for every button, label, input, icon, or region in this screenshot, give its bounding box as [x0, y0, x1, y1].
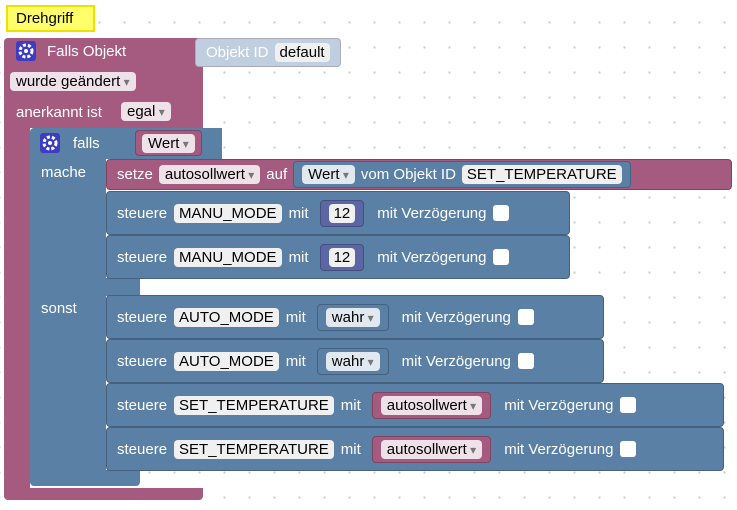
object-id-block[interactable]: Objekt ID default — [195, 38, 341, 67]
with-label: mit — [288, 248, 309, 266]
control-block[interactable]: steuere SET_TEMPERATURE mit autosollwert mit… — [106, 427, 724, 471]
if-title: falls — [73, 135, 100, 152]
else-label: sonst — [41, 300, 77, 317]
delay-label: mit Verzögerung — [377, 248, 487, 266]
value-field[interactable]: autosollwert — [380, 395, 483, 415]
trigger-title: Falls Objekt — [47, 43, 127, 60]
delay-label: mit Verzögerung — [504, 396, 614, 414]
object-field[interactable]: SET_TEMPERATURE — [174, 395, 334, 415]
then-label: mache — [41, 164, 87, 181]
delay-checkbox[interactable] — [517, 353, 534, 369]
set-block[interactable]: setze autosollwert auf Wert vom Objekt I… — [106, 159, 732, 190]
object-id-label: Objekt ID — [206, 44, 269, 61]
delay-checkbox[interactable] — [493, 205, 510, 221]
with-label: mit — [340, 396, 361, 414]
delay-label: mit Verzögerung — [377, 204, 487, 222]
gear-icon[interactable] — [40, 133, 60, 153]
control-block[interactable]: steuere MANU_MODE mit 12 mit Verzögerung — [106, 191, 570, 235]
control-block[interactable]: steuere AUTO_MODE mit wahr mit Verzögerung — [106, 339, 604, 383]
control-block[interactable]: steuere AUTO_MODE mit wahr mit Verzögerung — [106, 295, 604, 339]
delay-label: mit Verzögerung — [401, 352, 511, 370]
delay-label: mit Verzögerung — [504, 440, 614, 458]
object-field[interactable]: AUTO_MODE — [174, 307, 279, 327]
value-block[interactable]: autosollwert — [371, 391, 492, 419]
object-field[interactable]: MANU_MODE — [174, 247, 282, 267]
ack-dropdown[interactable]: egal — [121, 102, 171, 121]
control-block[interactable]: steuere SET_TEMPERATURE mit autosollwert mit… — [106, 383, 724, 427]
set-verb: setze — [117, 166, 153, 183]
control-verb: steuere — [117, 204, 168, 222]
value-block[interactable]: 12 — [319, 199, 365, 227]
state-block[interactable]: Wert vom Objekt ID SET_TEMPERATURE — [293, 161, 631, 188]
object-field[interactable]: SET_TEMPERATURE — [174, 439, 334, 459]
control-verb: steuere — [117, 352, 168, 370]
comment[interactable]: Drehgriff — [6, 5, 95, 32]
control-verb: steuere — [117, 396, 168, 414]
object-id-field[interactable]: SET_TEMPERATURE — [461, 165, 622, 184]
control-verb: steuere — [117, 440, 168, 458]
trigger-bottom — [4, 488, 203, 500]
object-field[interactable]: AUTO_MODE — [174, 351, 279, 371]
value-block[interactable]: autosollwert — [371, 435, 492, 463]
condition-dropdown[interactable]: Wert — [142, 133, 195, 153]
value-field[interactable]: wahr — [325, 351, 380, 371]
with-label: mit — [288, 204, 309, 222]
object-field[interactable]: MANU_MODE — [174, 203, 282, 223]
control-block[interactable]: steuere MANU_MODE mit 12 mit Verzögerung — [106, 235, 570, 279]
delay-checkbox[interactable] — [620, 441, 637, 457]
control-verb: steuere — [117, 248, 168, 266]
condition-block[interactable]: Wert — [135, 130, 202, 156]
value-field[interactable]: 12 — [328, 247, 356, 267]
value-block[interactable]: wahr — [316, 303, 389, 331]
control-verb: steuere — [117, 308, 168, 326]
delay-checkbox[interactable] — [517, 309, 534, 325]
with-label: mit — [340, 440, 361, 458]
if-spine — [30, 158, 106, 471]
delay-label: mit Verzögerung — [401, 308, 511, 326]
value-block[interactable]: wahr — [316, 347, 389, 375]
value-field[interactable]: autosollwert — [380, 439, 483, 459]
object-id-field[interactable]: default — [274, 43, 330, 62]
ack-label: anerkannt ist — [16, 104, 102, 121]
set-to: auf — [266, 166, 288, 183]
value-block[interactable]: 12 — [319, 243, 365, 271]
delay-checkbox[interactable] — [620, 397, 637, 413]
value-field[interactable]: 12 — [328, 203, 356, 223]
value-field-dropdown[interactable]: Wert — [302, 165, 355, 184]
trigger-spine — [4, 127, 30, 489]
with-label: mit — [285, 352, 306, 370]
with-label: mit — [285, 308, 306, 326]
variable-dropdown[interactable]: autosollwert — [158, 165, 261, 184]
value-field[interactable]: wahr — [325, 307, 380, 327]
if-bottom — [30, 470, 140, 486]
from-label: vom Objekt ID — [360, 166, 456, 183]
change-dropdown[interactable]: wurde geändert — [10, 72, 136, 91]
delay-checkbox[interactable] — [493, 249, 510, 265]
if-middle — [30, 278, 140, 296]
gear-icon[interactable] — [16, 41, 36, 61]
